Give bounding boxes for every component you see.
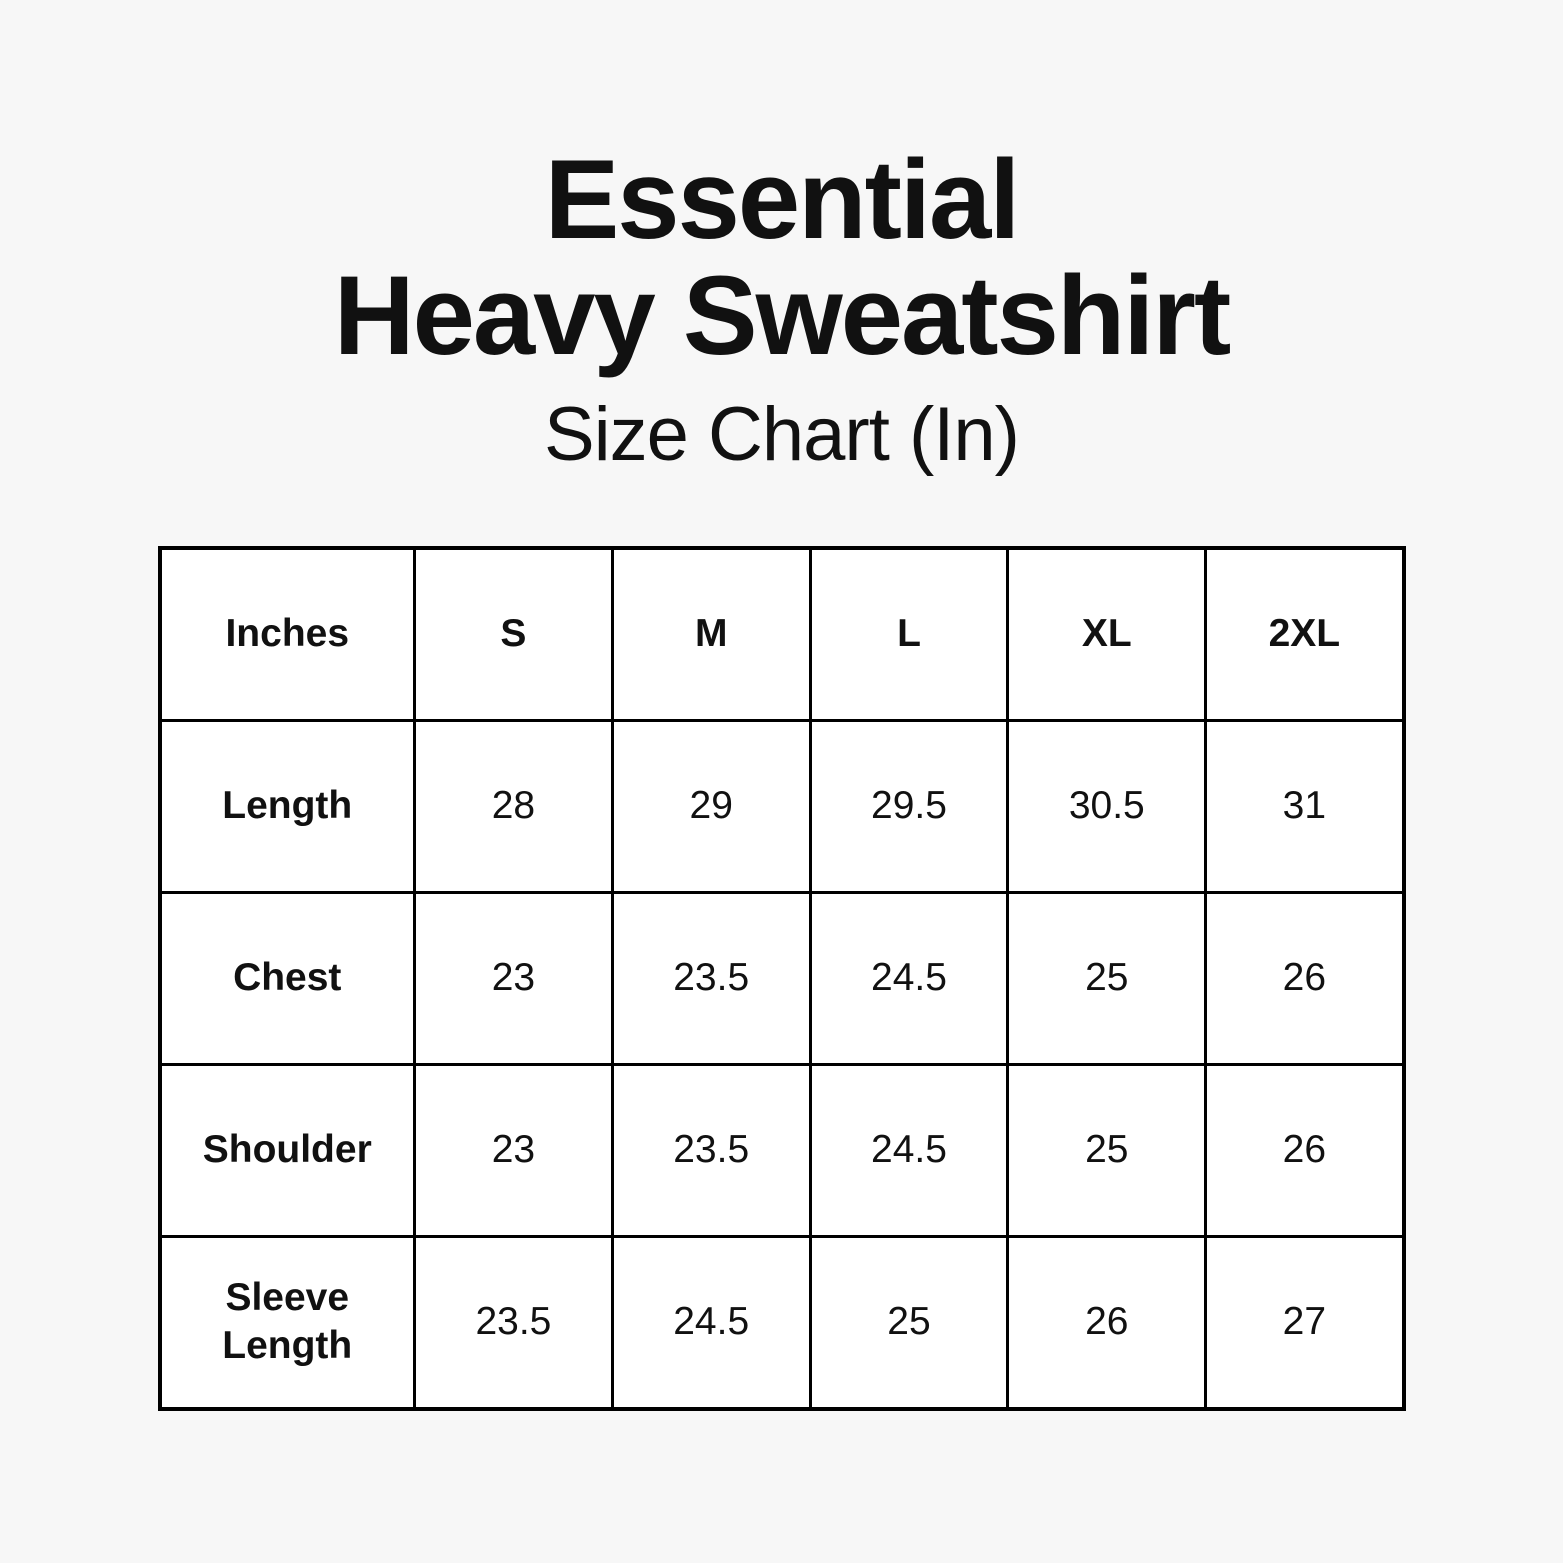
cell-chest-xl: 25 (1006, 890, 1208, 1066)
page-title-line2: Heavy Sweatshirt (333, 253, 1232, 379)
column-header-2xl: 2XL (1204, 546, 1405, 722)
row-label-sleeve-length: Sleeve Length (158, 1234, 416, 1411)
cell-sleeve-length-l: 25 (808, 1234, 1010, 1411)
column-header-xl: XL (1006, 546, 1208, 722)
cell-chest-2xl: 26 (1204, 890, 1405, 1066)
column-header-inches: Inches (158, 546, 416, 722)
size-chart-body: Length 28 29 29.5 30.5 31 Chest 23 23.5 … (158, 718, 1405, 1411)
cell-chest-s: 23 (413, 890, 614, 1066)
cell-shoulder-xl: 25 (1006, 1062, 1208, 1238)
table-row: Inches S M L XL 2XL (158, 546, 1405, 722)
size-chart-table: Inches S M L XL 2XL Length 28 29 29.5 30… (157, 545, 1406, 1411)
cell-shoulder-l: 24.5 (808, 1062, 1010, 1238)
cell-length-xl: 30.5 (1006, 718, 1208, 894)
cell-shoulder-2xl: 26 (1204, 1062, 1405, 1238)
cell-length-s: 28 (413, 718, 614, 894)
header: Essential Heavy Sweatshirt Size Chart (I… (0, 0, 1563, 478)
cell-chest-l: 24.5 (808, 890, 1010, 1066)
cell-shoulder-m: 23.5 (610, 1062, 812, 1238)
row-label-length: Length (158, 718, 416, 894)
cell-length-l: 29.5 (808, 718, 1010, 894)
column-header-m: M (610, 546, 812, 722)
column-header-s: S (413, 546, 614, 722)
table-row-chest: Chest 23 23.5 24.5 25 26 (158, 890, 1405, 1066)
cell-sleeve-length-s: 23.5 (413, 1234, 614, 1411)
cell-shoulder-s: 23 (413, 1062, 614, 1238)
row-label-shoulder: Shoulder (158, 1062, 416, 1238)
page-subtitle: Size Chart (In) (544, 391, 1020, 477)
cell-chest-m: 23.5 (610, 890, 812, 1066)
page-title: Essential Heavy Sweatshirt (0, 137, 1563, 379)
cell-length-m: 29 (610, 718, 812, 894)
row-label-chest: Chest (158, 890, 416, 1066)
table-row-length: Length 28 29 29.5 30.5 31 (158, 718, 1405, 894)
cell-sleeve-length-2xl: 27 (1204, 1234, 1405, 1411)
column-header-l: L (808, 546, 1010, 722)
cell-sleeve-length-xl: 26 (1006, 1234, 1208, 1411)
table-row-shoulder: Shoulder 23 23.5 24.5 25 26 (158, 1062, 1405, 1238)
page-title-line1: Essential (544, 137, 1021, 262)
cell-sleeve-length-m: 24.5 (610, 1234, 812, 1411)
size-chart-header-row: Inches S M L XL 2XL (158, 546, 1405, 722)
cell-length-2xl: 31 (1204, 718, 1405, 894)
table-row-sleeve-length: Sleeve Length 23.5 24.5 25 26 27 (158, 1234, 1405, 1411)
